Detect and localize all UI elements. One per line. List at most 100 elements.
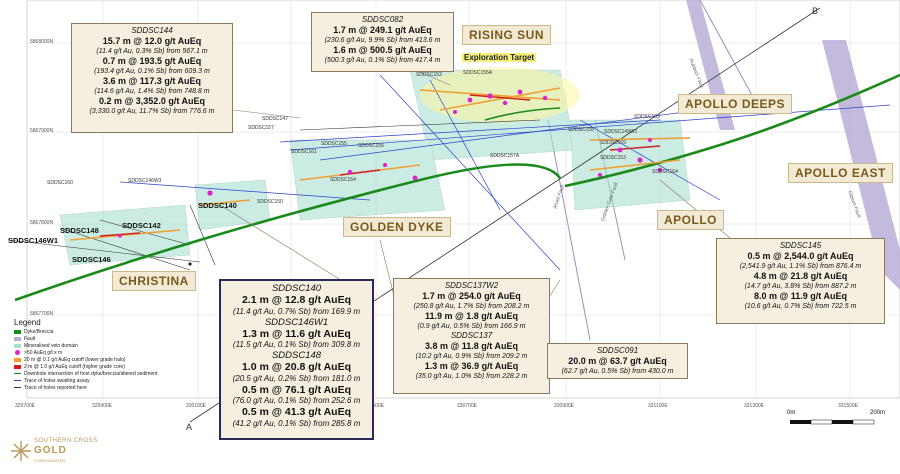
legend-swatch <box>14 373 21 374</box>
callout-box-sddsc145: SDDSC145 0.5 m @ 2,544.0 g/t AuEq (2,541… <box>716 238 885 324</box>
legend-label: 2 m @ 1.0 g/t AuEq cutoff (higher grade … <box>24 363 125 370</box>
legend-label: Dyke/Breccia <box>24 328 54 335</box>
legend-swatch <box>14 387 21 388</box>
hole-label: SDDSC140 <box>198 201 237 210</box>
logo-star-icon <box>11 441 31 461</box>
hole-label: SDDSC149W1 <box>604 129 638 135</box>
callout-detail: (11.4 g/t Au, 0.3% Sb) from 567.1 m <box>96 48 208 55</box>
legend-label: Downhole intersection of host dyke/brecc… <box>24 370 158 377</box>
callout-box-sddsc091: SDDSC091 20.0 m @ 63.7 g/t AuEq (62.7 g/… <box>547 343 688 379</box>
legend-label: 20 m @ 0.1 g/t AuEq cutoff (lower grade … <box>24 356 126 363</box>
callout-detail: (10.6 g/t Au, 0.7% Sb) from 722.5 m <box>744 303 857 310</box>
northing-label: 5867900N <box>30 128 54 134</box>
legend-item: >50 AuEq g/t x m <box>14 349 174 356</box>
area-label-apollo-deeps: APOLLO DEEPS <box>678 94 793 114</box>
callout-interval: 1.7 m @ 254.0 g/t AuEq <box>422 291 521 301</box>
legend-item: Downhole intersection of host dyke/brecc… <box>14 370 174 377</box>
area-label-golden-dyke: GOLDEN DYKE <box>343 217 451 237</box>
callout-interval: 0.5 m @ 41.3 g/t AuEq <box>241 406 352 418</box>
legend-item: Dyke/Breccia <box>14 328 174 335</box>
callout-interval: 15.7 m @ 12.0 g/t AuEq <box>102 36 202 46</box>
callout-interval: 3.6 m @ 117.3 g/t AuEq <box>103 76 201 86</box>
callout-hole-id: SDDSC082 <box>361 15 404 24</box>
callout-detail: (193.4 g/t Au, 0.1% Sb) from 609.3 m <box>94 68 210 75</box>
legend-label: >50 AuEq g/t x m <box>24 349 63 356</box>
callout-interval: 11.9 m @ 1.8 g/t AuEq <box>425 311 518 321</box>
hole-label: SDDSC163 <box>634 114 660 120</box>
easting-label: 331100E <box>648 403 668 409</box>
easting-label: 330500E <box>364 403 385 409</box>
hole-label: SDDSC157A <box>490 153 520 159</box>
callout-interval: 1.7 m @ 249.1 g/t AuEq <box>333 25 432 35</box>
callout-interval: 0.2 m @ 3,352.0 g/t AuEq <box>99 96 205 106</box>
callout-box-sddsc144: SDDSC144 15.7 m @ 12.0 g/t AuEq (11.4 g/… <box>71 23 233 133</box>
area-label-apollo: APOLLO <box>657 210 724 230</box>
callout-detail: (11.4 g/t Au, 0.7% Sb) from 169.9 m <box>232 306 361 316</box>
company-logo: SOUTHERN CROSS GOLD CONSOLIDATED <box>8 434 103 470</box>
callout-box-sddsc082: SDDSC082 1.7 m @ 249.1 g/t AuEq (230.6 g… <box>311 12 454 72</box>
hole-label: SDDSC158 <box>568 127 594 133</box>
hole-label: SDDSC156 <box>358 143 384 149</box>
callout-detail: (41.2 g/t Au, 0.1% Sb) from 285.8 m <box>232 418 361 428</box>
easting-label: 330900E <box>554 403 575 409</box>
callout-detail: (0.9 g/t Au, 0.5% Sb) from 166.9 m <box>417 323 526 330</box>
callout-interval: 1.6 m @ 500.5 g/t AuEq <box>333 45 432 55</box>
legend-label: Mineralised vein domain <box>24 342 78 349</box>
hole-label: SDDSC152 <box>416 72 442 78</box>
area-label-christina: CHRISTINA <box>112 271 196 291</box>
hole-label: SDDSC164 <box>652 169 678 175</box>
callout-detail: (250.8 g/t Au, 1.7% Sb) from 208.2 m <box>413 303 530 310</box>
area-label-rising-sun: RISING SUN <box>462 25 552 45</box>
callout-hole-id: SDDSC091 <box>596 346 639 355</box>
callout-detail: (14.7 g/t Au, 3.8% Sb) from 887.2 m <box>744 283 857 290</box>
hole-label: SDDSC160 <box>47 180 73 186</box>
marker-dot <box>188 262 192 266</box>
scale-end-label: 200m <box>870 410 886 416</box>
callout-detail: (114.6 g/t Au, 1.4% Sb) from 748.8 m <box>94 88 210 95</box>
callout-interval: 1.3 m @ 11.6 g/t AuEq <box>242 327 351 340</box>
hole-label: SDDSC142 <box>122 221 161 230</box>
hole-label: SDDSC159 <box>600 140 626 146</box>
legend-swatch <box>14 357 21 362</box>
easting-label: 329700E <box>15 403 36 409</box>
legend-label: Fault <box>24 335 36 342</box>
callout-box-sddsc140-146w1-148: SDDSC140 2.1 m @ 12.8 g/t AuEq (11.4 g/t… <box>219 279 374 440</box>
legend-label: Trace of holes reported here <box>24 384 87 391</box>
legend-item: Trace of holes awaiting assay <box>14 377 174 384</box>
callout-hole-id: SDDSC140 <box>271 283 322 294</box>
legend-swatch <box>15 350 20 355</box>
legend-label: Trace of holes awaiting assay <box>24 377 90 384</box>
section-label-b: B <box>812 6 819 16</box>
section-label-a: A <box>186 422 193 432</box>
scale-bar <box>790 419 875 425</box>
hole-label: SDDSC150 <box>257 199 283 205</box>
callout-detail: (230.6 g/t Au, 9.9% Sb) from 413.6 m <box>324 37 441 44</box>
easting-label: 330100E <box>186 403 207 409</box>
callout-hole-id: SDDSC145 <box>779 241 822 250</box>
northing-label: 5868000N <box>30 39 54 45</box>
callout-interval: 0.5 m @ 2,544.0 g/t AuEq <box>747 251 854 261</box>
callout-detail: (500.3 g/t Au, 0.1% Sb) from 417.4 m <box>324 57 441 64</box>
callout-interval: 0.5 m @ 76.1 g/t AuEq <box>241 383 352 396</box>
callout-detail: (2,541.9 g/t Au, 1.1% Sb) from 876.4 m <box>739 263 862 270</box>
callout-detail: (20.5 g/t Au, 0.2% Sb) from 181.0 m <box>232 373 361 383</box>
callout-hole-id: SDDSC144 <box>131 26 173 35</box>
callout-hole-id: SDDSC137 <box>450 331 493 340</box>
callout-hole-id: SDDSC148 <box>271 350 322 361</box>
northing-label: 5867800N <box>30 220 54 226</box>
callout-interval: 1.0 m @ 20.8 g/t AuEq <box>241 361 352 373</box>
callout-hole-id: SDDSC137W2 <box>444 281 499 290</box>
northing-label: 5867700N <box>30 311 54 317</box>
hole-label: SDDSC147 <box>262 116 288 122</box>
logo-text: CONSOLIDATED <box>34 458 66 463</box>
easting-label: 331300E <box>744 403 765 409</box>
legend-items: Dyke/Breccia Fault Mineralised vein domain… <box>14 328 174 391</box>
legend-swatch <box>14 380 21 381</box>
callout-interval: 20.0 m @ 63.7 g/t AuEq <box>568 356 667 366</box>
legend-title: Legend <box>14 318 41 327</box>
hole-label: SDDSC146W1 <box>8 236 59 245</box>
callout-detail: (11.5 g/t Au, 0.1% Sb) from 309.8 m <box>232 340 361 349</box>
hole-label: SDDSC154 <box>330 177 356 183</box>
legend-item: 2 m @ 1.0 g/t AuEq cutoff (higher grade … <box>14 363 174 370</box>
callout-detail: (62.7 g/t Au, 0.5% Sb) from 430.0 m <box>561 368 674 375</box>
